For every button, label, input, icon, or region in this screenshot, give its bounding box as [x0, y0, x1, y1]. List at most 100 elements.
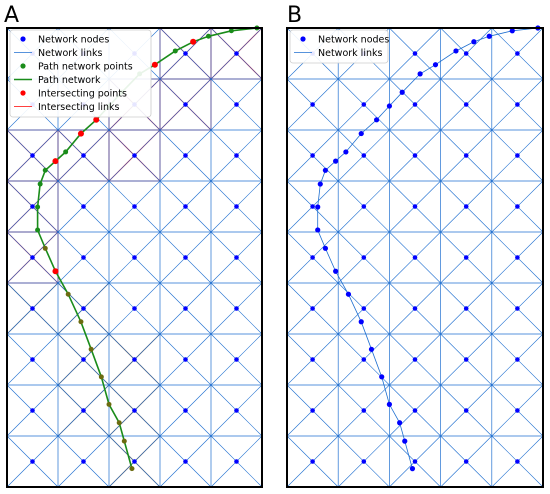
path-network-point [78, 319, 84, 325]
network-node [463, 102, 469, 107]
panel-a: A Network nodes Network links Path network … [4, 3, 263, 488]
network-node [412, 255, 418, 260]
network-node [463, 51, 469, 56]
panel-frame [286, 27, 544, 488]
network-node [515, 357, 520, 362]
intersecting-point [77, 130, 84, 137]
network-node [345, 291, 352, 297]
network-node [234, 255, 239, 260]
legend: Network nodes Network links Path network p… [9, 29, 152, 118]
legend-label: Intersecting links [38, 102, 120, 113]
network-node [386, 401, 392, 407]
path-network-point [35, 227, 41, 233]
network-node [361, 153, 367, 158]
network-node [453, 48, 459, 54]
network-node [322, 167, 328, 173]
legend-label: Network nodes [318, 34, 389, 45]
network-node [515, 255, 520, 260]
intersecting-point [52, 158, 59, 165]
intersecting-point [93, 116, 100, 123]
path-network-point [42, 245, 48, 251]
path-network-point [98, 374, 104, 380]
legend-item: Path network [14, 75, 101, 86]
network-node [463, 204, 469, 209]
panel-letter: A [4, 3, 19, 28]
network-node [310, 357, 315, 362]
network-nodes [30, 51, 239, 464]
network-node [432, 62, 439, 68]
network-node [515, 51, 520, 56]
legend-box [289, 29, 389, 64]
network-node [399, 89, 405, 95]
network-node [409, 466, 416, 472]
network-node [183, 255, 188, 260]
network-node [30, 357, 35, 362]
network-node [183, 306, 188, 311]
network-node [463, 306, 469, 311]
network-node [183, 204, 188, 209]
network-node [333, 268, 339, 274]
legend-marker-dot [20, 63, 26, 69]
network-node [463, 357, 469, 362]
network-node [515, 408, 520, 413]
legend-item: Network links [14, 48, 102, 59]
network-node [81, 153, 86, 158]
network-node [515, 102, 520, 107]
network-node [412, 153, 418, 158]
network-node [361, 204, 367, 209]
network-node [81, 357, 86, 362]
network-node [81, 255, 86, 260]
network-node [183, 459, 188, 464]
network-node [358, 319, 364, 325]
network-node [343, 149, 349, 155]
network-node [515, 459, 520, 464]
network-node [30, 408, 35, 413]
network-node [234, 153, 239, 158]
path-network-point [35, 204, 41, 210]
network-node [361, 408, 367, 413]
legend-marker-dot [20, 36, 26, 42]
path-nodes [315, 25, 541, 472]
legend-box [9, 29, 152, 118]
intersecting-point [190, 38, 197, 45]
legend-marker-dot [300, 36, 306, 42]
network-node [368, 346, 375, 352]
network-node [310, 102, 315, 107]
network-node [361, 255, 367, 260]
network-node [402, 438, 408, 444]
path-link-line [317, 27, 538, 469]
network-node [515, 306, 520, 311]
network-node [234, 102, 239, 107]
network-node [412, 408, 418, 413]
legend-item: Network nodes [20, 34, 109, 45]
network-node [315, 227, 321, 233]
network-node [463, 255, 469, 260]
intersecting-point [52, 268, 59, 275]
network-node [30, 306, 35, 311]
network-node [463, 459, 469, 464]
network-node [310, 408, 315, 413]
network-node [397, 420, 403, 426]
network-node [515, 153, 520, 158]
network-node [81, 306, 86, 311]
legend-marker-dot [20, 90, 26, 96]
legend-item: Path network points [20, 61, 133, 72]
network-node [132, 306, 137, 311]
network-node [81, 408, 86, 413]
path-network-point [63, 149, 69, 155]
network-node [30, 153, 35, 158]
network-node [132, 153, 137, 158]
network-node [30, 255, 35, 260]
network-node [132, 255, 137, 260]
network-node [183, 408, 188, 413]
network-node [471, 39, 477, 45]
path-network-point [129, 466, 135, 472]
path-network-point [228, 28, 234, 34]
network-node [310, 255, 315, 260]
legend-item: Intersecting points [20, 88, 127, 99]
network-node [132, 459, 137, 464]
network-node [412, 357, 418, 362]
network-node [509, 28, 515, 34]
path-network-point [121, 438, 127, 444]
